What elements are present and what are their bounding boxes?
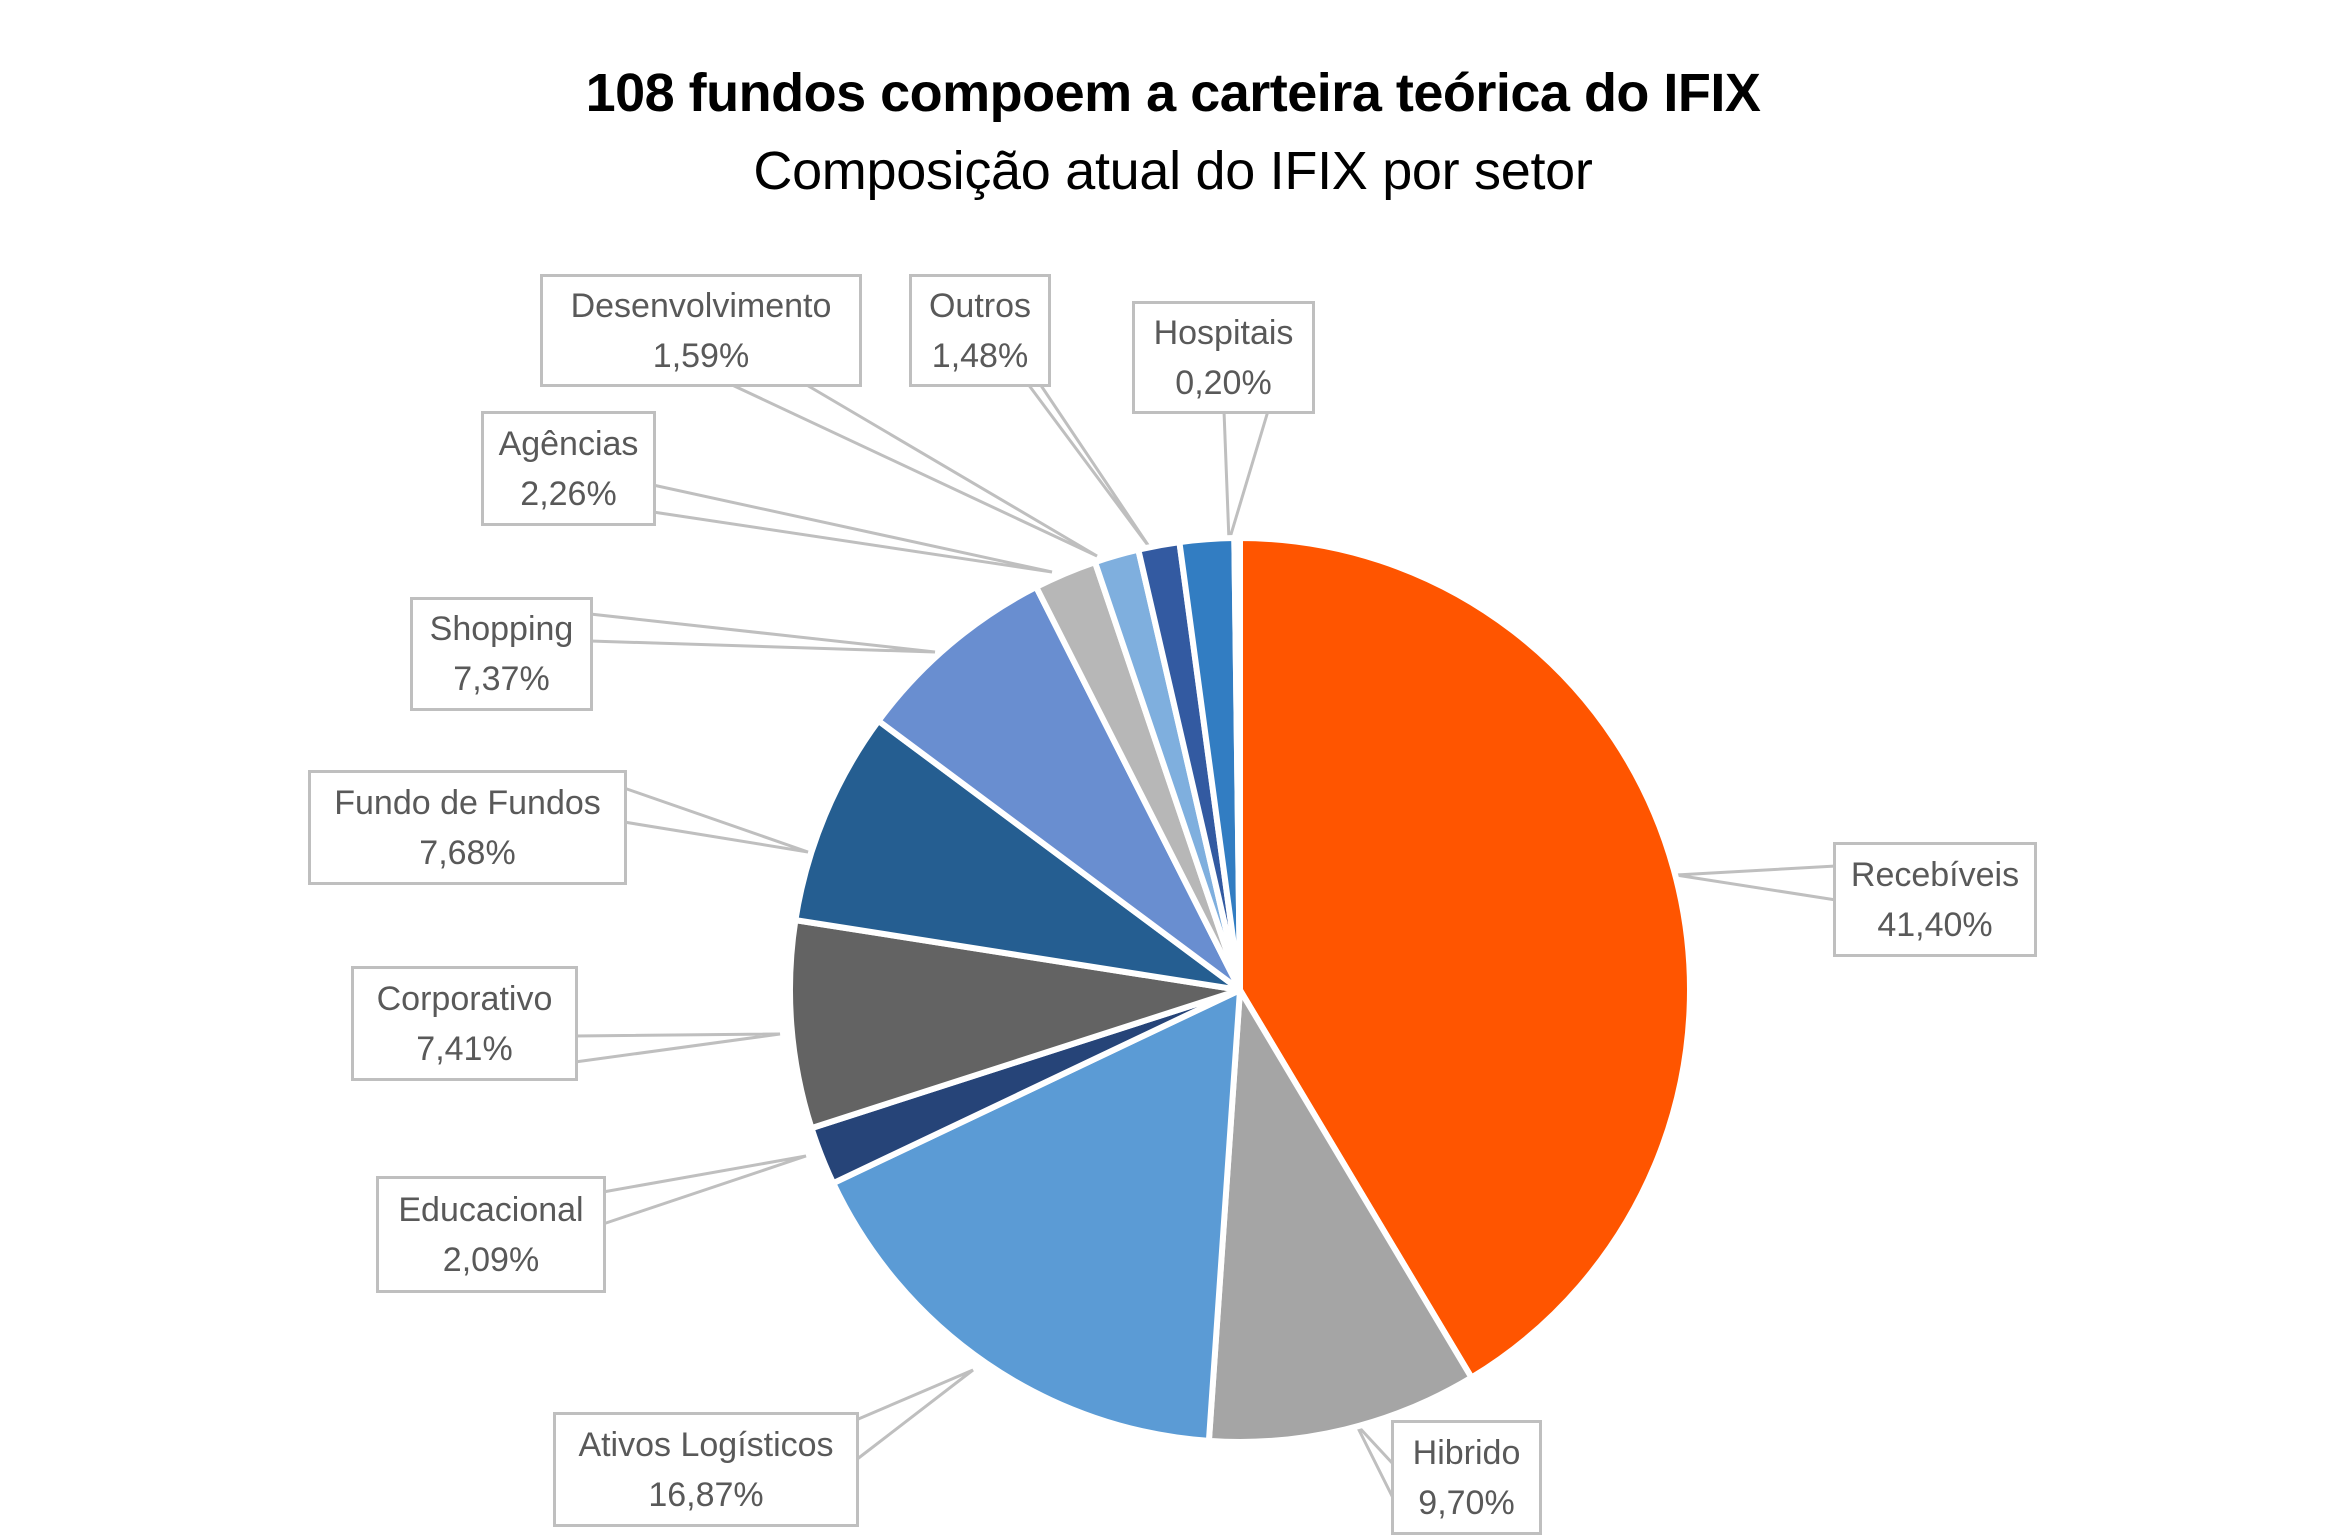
- callout-label: Outros: [928, 286, 1032, 325]
- callout-hospitais: Hospitais 0,20%: [1132, 301, 1315, 414]
- callout-label: Hospitais: [1153, 313, 1294, 352]
- callout-corporativo: Corporativo 7,41%: [351, 966, 578, 1081]
- callout-label: Shopping: [429, 610, 574, 648]
- callout-label: Ativos Logísticos: [578, 1425, 834, 1464]
- callout-label: Hibrido: [1412, 1433, 1521, 1472]
- callout-ativos-logisticos: Ativos Logísticos 16,87%: [553, 1412, 859, 1527]
- callout-value: 7,37%: [453, 660, 550, 698]
- callout-hibrido: Hibrido 9,70%: [1391, 1420, 1542, 1535]
- pie-slice-fundo-de-fundos: [792, 717, 1243, 993]
- callout-desenvolvimento: Desenvolvimento 1,59%: [540, 274, 862, 387]
- callout-value: 16,87%: [648, 1475, 764, 1514]
- pie-slice-corporativo: [786, 917, 1243, 1132]
- callout-recebiveis: Recebíveis 41,40%: [1833, 842, 2037, 957]
- pie-slice-shopping: [875, 584, 1243, 993]
- pie-slice-recebíveis: [1237, 535, 1693, 1381]
- callout-educacional: Educacional 2,09%: [376, 1176, 606, 1293]
- callout-label: Desenvolvimento: [570, 286, 832, 325]
- pie-slice-ativos-logísticos: [830, 987, 1243, 1444]
- callout-label: Corporativo: [376, 979, 553, 1018]
- callout-value: 1,59%: [652, 336, 750, 375]
- callout-value: 7,68%: [419, 833, 516, 872]
- callout-label: Educacional: [398, 1190, 584, 1229]
- pie-slice-hibrido: [1205, 987, 1475, 1445]
- callout-value: 9,70%: [1418, 1483, 1515, 1522]
- callout-value: 1,48%: [931, 336, 1029, 375]
- chart-title: 108 fundos compoem a carteira teórica do…: [585, 63, 1761, 123]
- callout-label: Recebíveis: [1850, 855, 2020, 894]
- callout-value: 2,26%: [520, 474, 617, 513]
- pie-slice-hospitais: [1231, 534, 1243, 993]
- callout-value: 7,41%: [416, 1029, 513, 1068]
- callout-fundo-de-fundos: Fundo de Fundos 7,68%: [308, 770, 627, 885]
- callout-value: 0,20%: [1175, 363, 1272, 402]
- callout-outros: Outros 1,48%: [909, 274, 1051, 387]
- chart-subtitle: Composição atual do IFIX por setor: [753, 141, 1593, 201]
- callout-label: Fundo de Fundos: [334, 783, 601, 822]
- callout-shopping: Shopping 7,37%: [410, 597, 593, 711]
- callout-agencias: Agências 2,26%: [481, 411, 656, 526]
- callout-label: Agências: [498, 424, 639, 463]
- callout-value: 2,09%: [442, 1240, 540, 1279]
- pie-slices: [786, 534, 1693, 1445]
- callout-value: 41,40%: [1877, 905, 1993, 944]
